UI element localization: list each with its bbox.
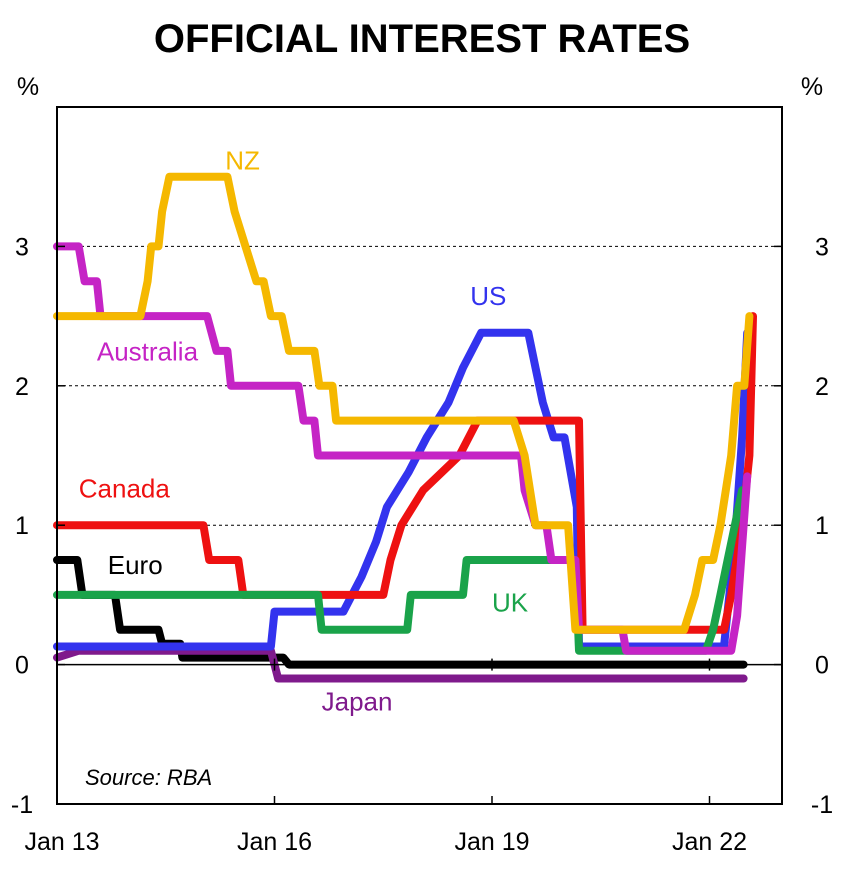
series-line-canada bbox=[53, 312, 757, 634]
series-line-euro bbox=[53, 556, 748, 669]
y-tick-label-right: 3 bbox=[815, 233, 829, 261]
y-tick-label-left: 2 bbox=[15, 373, 29, 401]
series-line-us bbox=[53, 328, 752, 651]
series-labels: Euro Japan US Canada UK Australia NZ bbox=[79, 146, 529, 717]
series-line-australia bbox=[53, 242, 752, 655]
series-line-japan bbox=[53, 646, 748, 683]
y-tick-label-right: 0 bbox=[815, 652, 829, 680]
axis-ticks: -1 -1 0 0 1 1 2 2 3 3 Jan 13 Jan 16 Jan 19 Jan 22 bbox=[11, 233, 833, 856]
y-tick-label-left: 3 bbox=[15, 233, 29, 261]
y-tick-label-left: 1 bbox=[15, 512, 29, 540]
y-tick-label-left: 0 bbox=[15, 652, 29, 680]
series-label-canada: Canada bbox=[79, 473, 171, 503]
y-axis-unit-right: % bbox=[801, 73, 823, 101]
series-label-australia: Australia bbox=[97, 337, 199, 367]
x-tick-label: Jan 22 bbox=[672, 828, 747, 856]
series-lines bbox=[53, 172, 757, 683]
chart-title: OFFICIAL INTEREST RATES bbox=[154, 17, 690, 61]
source-note: Source: RBA bbox=[85, 765, 212, 790]
series-line-nz bbox=[53, 172, 754, 634]
y-axis-unit-left: % bbox=[17, 73, 39, 101]
y-tick-label-right: 1 bbox=[815, 512, 829, 540]
y-tick-label-left: -1 bbox=[11, 791, 33, 819]
series-label-nz: NZ bbox=[225, 146, 260, 176]
series-label-japan: Japan bbox=[322, 687, 393, 717]
series-label-uk: UK bbox=[492, 588, 529, 618]
x-tick-label: Jan 13 bbox=[24, 828, 99, 856]
plot-frame bbox=[56, 106, 783, 805]
y-tick-label-right: 2 bbox=[815, 373, 829, 401]
series-label-us: US bbox=[470, 281, 506, 311]
x-tick-label: Jan 19 bbox=[454, 828, 529, 856]
y-tick-label-right: -1 bbox=[811, 791, 833, 819]
x-tick-label: Jan 16 bbox=[237, 828, 312, 856]
series-label-euro: Euro bbox=[108, 550, 163, 580]
